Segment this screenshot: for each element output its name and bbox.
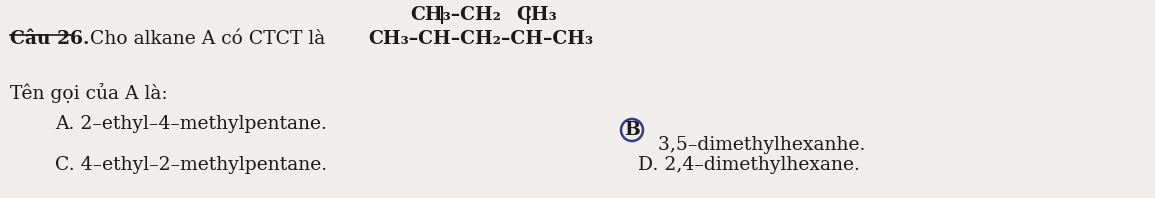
Text: Cho alkane A có CTCT là: Cho alkane A có CTCT là — [79, 30, 326, 48]
Text: B: B — [624, 121, 640, 139]
Text: A. 2–ethyl–4–methylpentane.: A. 2–ethyl–4–methylpentane. — [55, 115, 327, 133]
Text: CH₃: CH₃ — [516, 6, 557, 24]
Text: CH₃–CH₂: CH₃–CH₂ — [410, 6, 501, 24]
Text: 3,5–dimethylhexanhe.: 3,5–dimethylhexanhe. — [653, 136, 865, 154]
Text: D. 2,4–dimethylhexane.: D. 2,4–dimethylhexane. — [638, 156, 859, 174]
Text: Tên gọi của A là:: Tên gọi của A là: — [10, 83, 167, 103]
Text: CH₃–CH–CH₂–CH–CH₃: CH₃–CH–CH₂–CH–CH₃ — [368, 30, 594, 48]
Text: C. 4–ethyl–2–methylpentane.: C. 4–ethyl–2–methylpentane. — [55, 156, 327, 174]
Text: Câu 26.: Câu 26. — [10, 30, 89, 48]
